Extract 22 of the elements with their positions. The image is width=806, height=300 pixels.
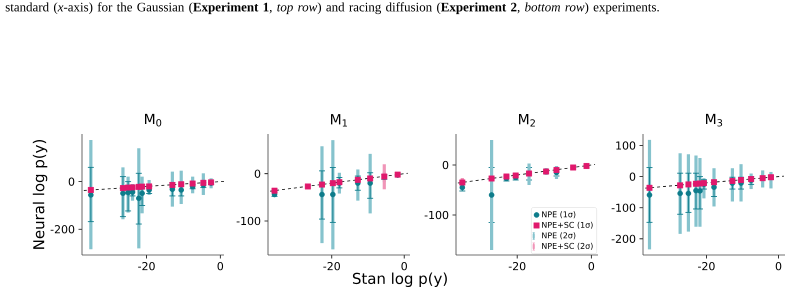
x-tick-label: -20 (323, 262, 340, 270)
x-tick-label: 0 (776, 262, 782, 270)
x-tick-label: 0 (588, 262, 594, 270)
y-tick-label: 100 (616, 141, 636, 150)
y-axis-title: Neural log p(y) (32, 140, 48, 249)
y-tick-label: -200 (50, 225, 74, 234)
chart-title: M$_{3}$ (706, 114, 722, 126)
y-tick-label: -100 (236, 216, 260, 226)
text: standard (x-axis) for the Gaussian (Experiment 1, top row) and racing diffusion (Experiment 2, bottom row) experiments. (6, 2, 659, 14)
chart-title: M$_{1}$ (331, 114, 347, 126)
x-tick-label: -20 (508, 262, 526, 270)
y-tick-label: -200 (612, 234, 636, 243)
x-axis-title: Stan log p(y) (352, 272, 447, 287)
x-tick-label: -20 (138, 262, 155, 270)
chart-title: M$_{2}$ (519, 114, 535, 126)
y-tick-label: -100 (612, 204, 636, 212)
y-tick-label: 0 (630, 172, 636, 181)
x-tick-label: -20 (698, 262, 715, 270)
y-tick-label: -100 (424, 210, 448, 220)
chart-title: M$_{0}$ (145, 114, 162, 126)
x-tick-label: 0 (401, 262, 407, 270)
x-tick-label: 0 (218, 262, 224, 270)
